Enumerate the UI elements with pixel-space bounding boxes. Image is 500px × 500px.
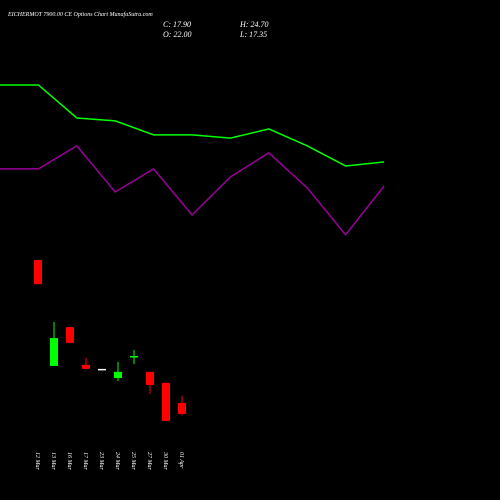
candle-body xyxy=(114,371,122,379)
open-label: O: 22.00 xyxy=(163,30,191,39)
candle-body xyxy=(162,382,170,421)
x-tick-label: 25 Mar xyxy=(130,452,136,470)
candle-body xyxy=(178,402,186,414)
x-tick-label: 01 Apr xyxy=(178,452,184,469)
low-label: L: 17.35 xyxy=(239,30,267,39)
candle-body xyxy=(50,338,58,366)
x-tick-label: 23 Mar xyxy=(98,452,104,470)
candle-body xyxy=(98,368,106,371)
line-series xyxy=(0,84,385,167)
chart-title: EICHERMOT 7900.00 CE Options Chart Munaf… xyxy=(7,11,153,18)
x-tick-label: 12 Mar xyxy=(34,452,40,470)
x-tick-label: 17 Mar xyxy=(82,452,88,470)
line-series xyxy=(0,144,385,237)
x-tick-label: 16 Mar xyxy=(66,452,72,470)
candle-body xyxy=(130,356,138,358)
x-tick-label: 13 Mar xyxy=(50,452,56,470)
candle-body xyxy=(66,327,74,343)
high-label: H: 24.70 xyxy=(239,20,268,29)
candle-body xyxy=(34,260,42,285)
x-tick-label: 24 Mar xyxy=(114,452,121,470)
candle-body xyxy=(82,364,90,369)
x-tick-label: 30 Mar xyxy=(162,451,168,470)
x-tick-label: 27 Mar xyxy=(146,452,152,470)
close-label: C: 17.90 xyxy=(163,20,191,29)
candle-body xyxy=(146,371,154,385)
